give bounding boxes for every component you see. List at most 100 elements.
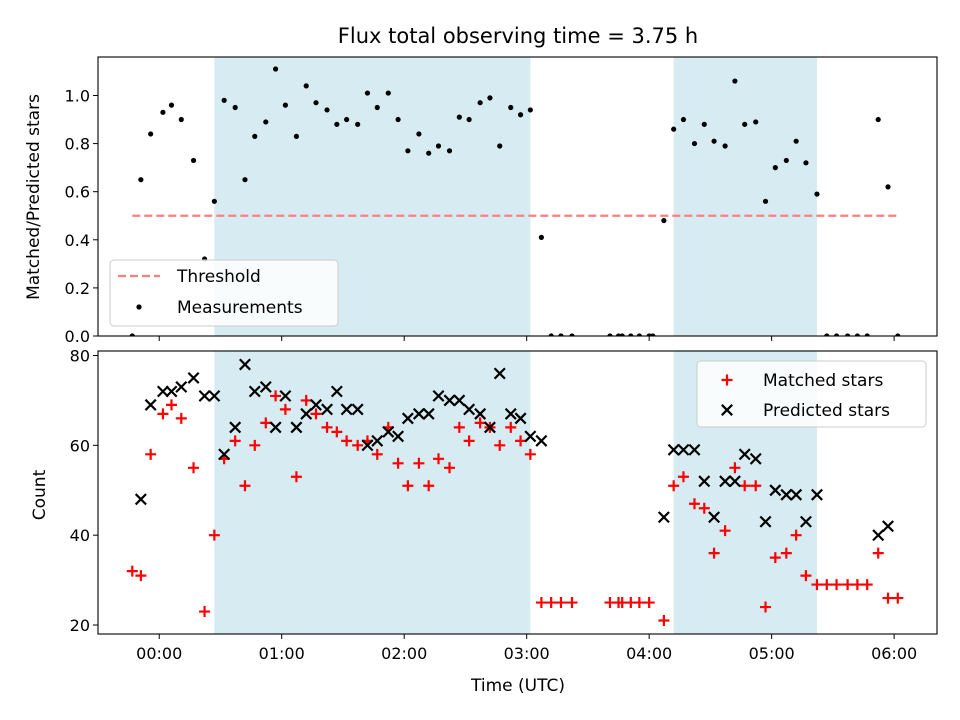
x-axis-label: Time (UTC) xyxy=(470,676,565,696)
data-point xyxy=(803,160,809,166)
data-point xyxy=(688,498,700,510)
data-point xyxy=(443,394,456,407)
x-tick-label: 00:00 xyxy=(136,644,182,663)
data-point xyxy=(392,430,405,443)
data-point xyxy=(208,529,220,541)
data-point xyxy=(165,385,178,398)
x-tick-label: 04:00 xyxy=(626,644,672,663)
data-point xyxy=(242,177,248,183)
data-point xyxy=(772,165,778,171)
data-point xyxy=(165,399,177,411)
data-point xyxy=(650,333,656,336)
data-point xyxy=(474,417,486,429)
data-point xyxy=(385,90,391,96)
data-point xyxy=(129,333,135,336)
data-point xyxy=(810,488,823,501)
data-point xyxy=(515,435,527,447)
data-point xyxy=(218,448,231,461)
data-point xyxy=(790,529,802,541)
data-point xyxy=(477,100,483,106)
data-point xyxy=(722,143,728,149)
data-point xyxy=(749,452,762,465)
data-point xyxy=(279,403,291,415)
data-point xyxy=(619,333,625,336)
data-point xyxy=(310,408,322,420)
data-point xyxy=(538,234,544,240)
count-panel: 00:00 01:00 02:00 03:00 04:00 05:00 06:00 20 40 6… xyxy=(70,346,938,663)
data-point xyxy=(628,333,634,336)
data-point xyxy=(263,119,269,125)
data-point xyxy=(483,421,496,434)
data-point xyxy=(364,90,371,96)
data-point xyxy=(688,443,701,456)
x-tick-label: 02:00 xyxy=(381,644,427,663)
data-point xyxy=(892,592,904,604)
data-point xyxy=(156,385,169,398)
data-point xyxy=(456,114,462,120)
data-point xyxy=(667,443,680,456)
data-point xyxy=(558,333,564,336)
data-point xyxy=(341,435,353,447)
data-point xyxy=(783,157,789,164)
data-point xyxy=(157,408,169,420)
data-point xyxy=(762,198,769,204)
series-matched-stars xyxy=(126,390,904,627)
data-point xyxy=(188,462,200,474)
data-point xyxy=(548,333,554,336)
data-point xyxy=(466,116,472,123)
axes-frame xyxy=(97,350,938,635)
data-point xyxy=(290,471,302,483)
data-point xyxy=(750,480,762,492)
axes-frame xyxy=(97,56,938,337)
data-point xyxy=(187,371,200,384)
data-point xyxy=(208,389,221,402)
data-point xyxy=(435,143,442,149)
data-point xyxy=(371,448,383,460)
data-point xyxy=(864,333,870,336)
y-tick-label: 1.0 xyxy=(65,86,90,105)
data-point xyxy=(680,116,687,123)
data-point xyxy=(401,412,414,425)
data-point xyxy=(432,453,444,465)
data-point xyxy=(351,403,364,416)
data-point xyxy=(875,116,881,123)
y-tick-label: 20 xyxy=(70,616,90,635)
data-point xyxy=(701,121,707,127)
data-point xyxy=(824,333,830,336)
data-point xyxy=(138,177,144,183)
data-point xyxy=(395,116,401,123)
x-tick-label: 01:00 xyxy=(259,644,305,663)
data-point xyxy=(882,520,894,533)
data-point xyxy=(566,597,578,609)
data-point xyxy=(493,367,506,380)
data-point xyxy=(780,488,793,501)
data-point xyxy=(474,407,487,420)
data-point xyxy=(412,407,425,420)
data-point xyxy=(145,448,157,460)
data-point xyxy=(463,435,475,447)
data-point xyxy=(290,421,303,434)
data-point xyxy=(371,434,384,447)
data-point xyxy=(790,488,803,501)
y-tick-label: 60 xyxy=(70,436,90,455)
data-point xyxy=(677,443,690,456)
data-point xyxy=(668,480,680,492)
data-point xyxy=(310,398,322,411)
series-predicted-stars xyxy=(134,358,894,542)
data-point xyxy=(282,102,288,108)
data-point xyxy=(260,417,272,429)
data-point xyxy=(382,425,395,438)
data-point xyxy=(229,421,242,434)
data-point xyxy=(535,434,548,447)
data-point xyxy=(374,104,380,111)
legend-ratio: Threshold Measurements xyxy=(109,259,339,327)
data-point xyxy=(895,333,901,336)
y-tick-label: 40 xyxy=(70,526,90,545)
x-tick-label: 06:00 xyxy=(871,644,917,663)
data-point xyxy=(524,430,537,443)
data-point xyxy=(423,480,435,492)
data-point xyxy=(229,435,241,447)
data-point xyxy=(607,333,613,336)
shaded-region xyxy=(673,57,817,336)
data-point xyxy=(811,579,823,591)
